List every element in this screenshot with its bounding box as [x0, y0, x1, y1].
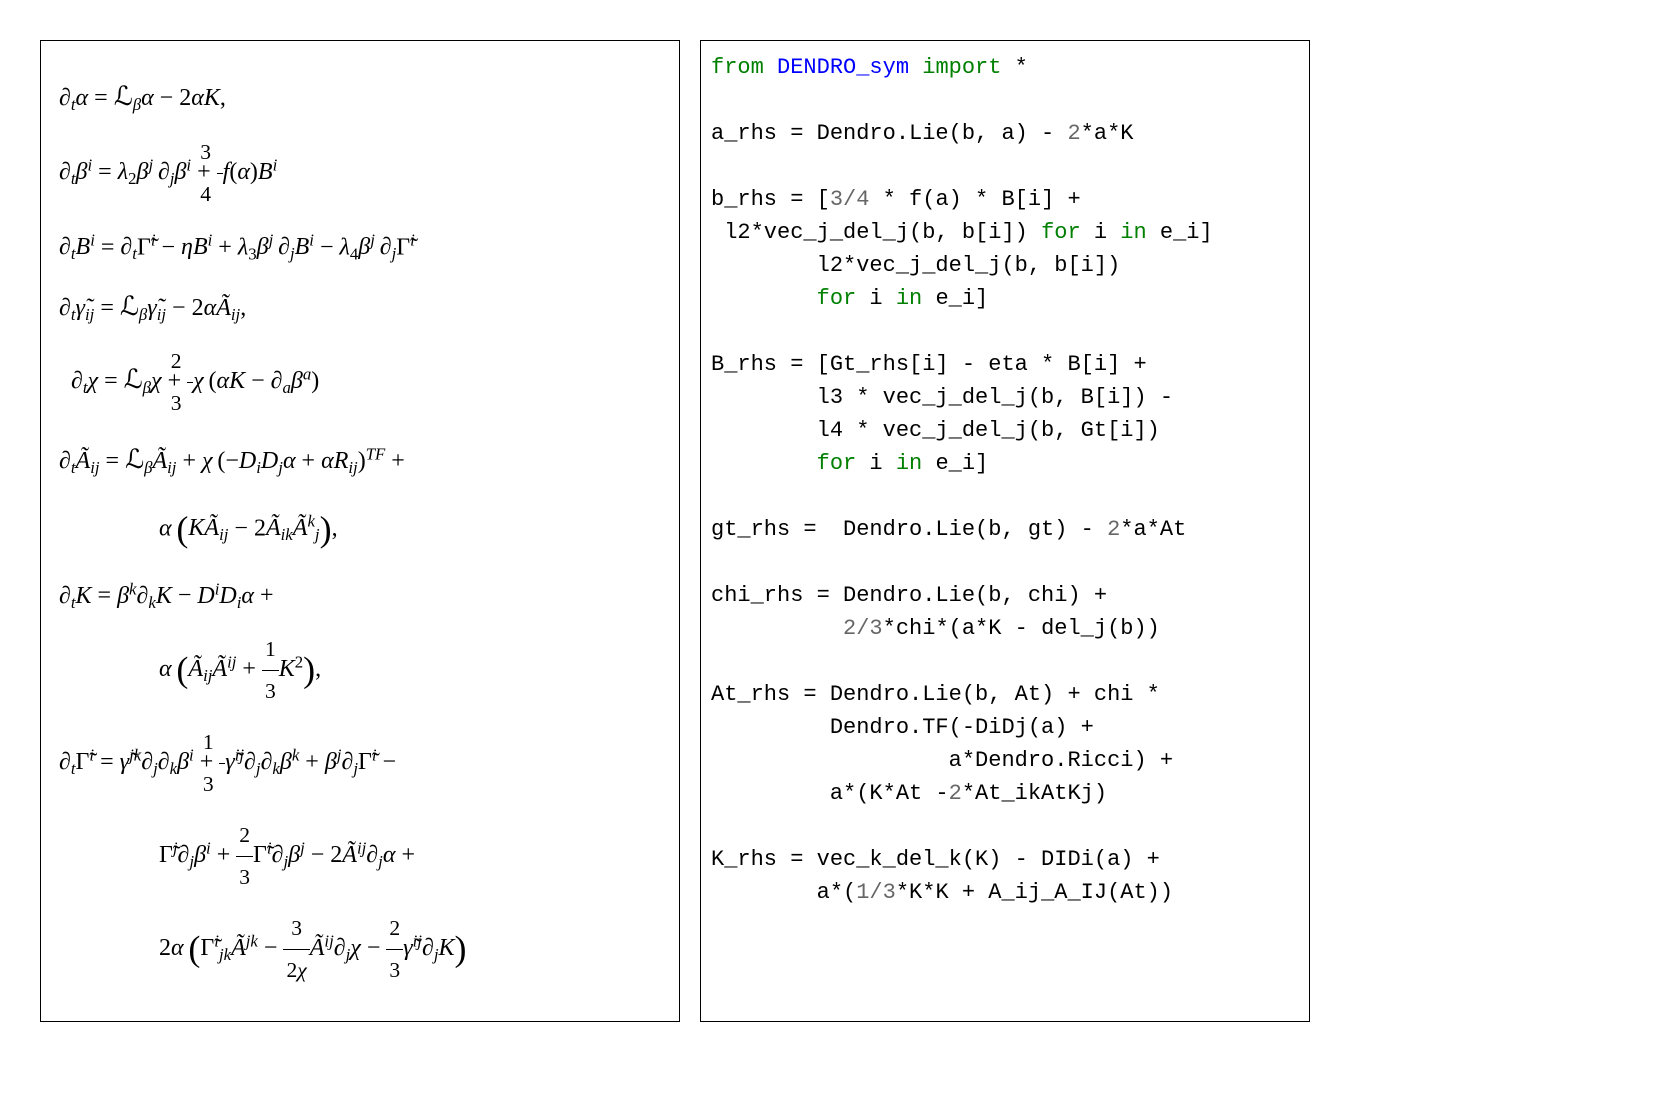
code-line: *K*K + A_ij_A_IJ(At)) [896, 880, 1173, 905]
code-line: i [856, 286, 896, 311]
code-panel: from DENDRO_sym import * a_rhs = Dendro.… [700, 40, 1310, 1022]
star: * [1015, 55, 1028, 80]
kw-in: in [896, 286, 922, 311]
eq-B: ∂tBi = ∂tΓ̃i − ηBi + λ3βj ∂jBi − λ4βj ∂j… [59, 225, 661, 271]
code-line [711, 616, 843, 641]
kw-for: for [1041, 220, 1081, 245]
code-line: b_rhs = [ [711, 187, 830, 212]
code-line [711, 451, 817, 476]
code-line: *chi*(a*K - del_j(b)) [883, 616, 1160, 641]
kw-in: in [896, 451, 922, 476]
code-line: *a*At [1120, 517, 1186, 542]
eq-K-1: ∂tK = βk∂kK − DiDiα + [59, 573, 661, 619]
code-line: e_i] [922, 286, 988, 311]
eq-Gamma-2: Γ̃j∂jβi + 23Γ̃i∂jβj − 2Ãij∂jα + [59, 815, 661, 898]
code-line: *a*K [1081, 121, 1134, 146]
code-line: e_i] [922, 451, 988, 476]
code-line: Dendro.TF(-DiDj(a) + [711, 715, 1094, 740]
code-line: i [856, 451, 896, 476]
code-line: gt_rhs = Dendro.Lie(b, gt) - [711, 517, 1107, 542]
num-1-3: 1/3 [856, 880, 896, 905]
code-line: K_rhs = vec_k_del_k(K) - DIDi(a) + [711, 847, 1160, 872]
eq-Gamma-3: 2α (Γ̃ijkÃjk − 32χÃij∂jχ − 23γ̃ij∂jK) [59, 908, 661, 991]
eq-alpha: ∂tα = ℒβα − 2αK, [59, 71, 661, 122]
code-line: e_i] [1147, 220, 1213, 245]
code-line: l4 * vec_j_del_j(b, Gt[i]) [711, 418, 1160, 443]
eq-Aij-1: ∂tÃij = ℒβÃij + χ (−DiDjα + αRij)TF + [59, 434, 661, 485]
eq-K-2: α (ÃijÃij + 13K2), [59, 629, 661, 712]
code-line: a*(K*At - [711, 781, 949, 806]
num-2: 2 [1067, 121, 1080, 146]
math-equations-panel: ∂tα = ℒβα − 2αK, ∂tβi = λ2βj ∂jβi + 34f(… [40, 40, 680, 1022]
kw-in: in [1120, 220, 1146, 245]
code-line: a*Dendro.Ricci) + [711, 748, 1173, 773]
num-2-3: 2/3 [843, 616, 883, 641]
code-line: l2*vec_j_del_j(b, b[i]) [711, 220, 1041, 245]
code-line [711, 286, 817, 311]
code-line: At_rhs = Dendro.Lie(b, At) + chi * [711, 682, 1160, 707]
kw-from: from [711, 55, 764, 80]
code-line: l3 * vec_j_del_j(b, B[i]) - [711, 385, 1173, 410]
kw-for: for [817, 286, 857, 311]
code-line: *At_ikAtKj) [962, 781, 1107, 806]
eq-beta: ∂tβi = λ2βj ∂jβi + 34f(α)Bi [59, 132, 661, 215]
code-line: a_rhs = Dendro.Lie(b, a) - [711, 121, 1067, 146]
code-line: * f(a) * B[i] + [869, 187, 1080, 212]
code-line: l2*vec_j_del_j(b, b[i]) [711, 253, 1120, 278]
eq-chi: ∂tχ = ℒβχ + 23χ (αK − ∂aβa) [59, 341, 661, 424]
eq-Aij-2: α (KÃij − 2ÃikÃkj), [59, 495, 661, 563]
kw-import: import [922, 55, 1001, 80]
num-2: 2 [1107, 517, 1120, 542]
num-3-4: 3/4 [830, 187, 870, 212]
eq-Gamma-1: ∂tΓ̃i = γ̃jk∂j∂kβi + 13γ̃ij∂j∂kβk + βj∂j… [59, 722, 661, 805]
code-line: chi_rhs = Dendro.Lie(b, chi) + [711, 583, 1107, 608]
code-line: a*( [711, 880, 856, 905]
kw-for: for [817, 451, 857, 476]
eq-gamma: ∂tγ̃ij = ℒβγ̃ij − 2αÃij, [59, 281, 661, 332]
module-name: DENDRO_sym [777, 55, 909, 80]
num-2: 2 [949, 781, 962, 806]
code-line: i [1081, 220, 1121, 245]
code-line: B_rhs = [Gt_rhs[i] - eta * B[i] + [711, 352, 1147, 377]
two-panel-figure: ∂tα = ℒβα − 2αK, ∂tβi = λ2βj ∂jβi + 34f(… [40, 40, 1621, 1022]
